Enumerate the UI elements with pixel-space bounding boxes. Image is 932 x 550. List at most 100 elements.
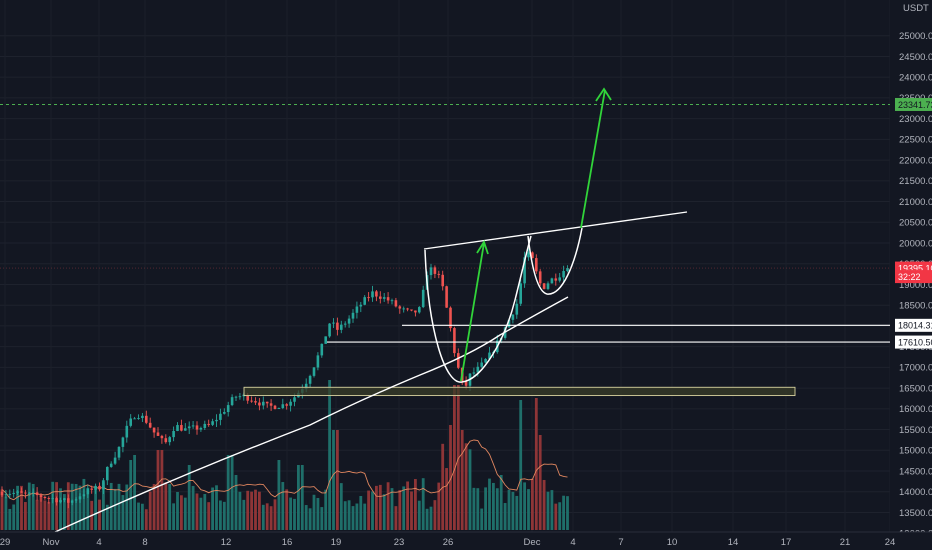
volume-bar [191,485,195,530]
volume-bar [156,450,160,530]
volume-bar [304,505,308,530]
candle-body [125,425,129,438]
volume-bar [59,488,62,530]
volume-bar [39,495,43,530]
candle-body [351,312,355,319]
time-tick-label: 12 [221,537,232,548]
volume-bar [468,449,472,530]
volume-bar [211,487,214,530]
volume-bar [180,495,183,530]
currency-label: USDT [903,3,929,14]
volume-bar [417,500,421,530]
time-tick-label: 10 [667,537,678,548]
candle-body [20,491,23,493]
price-tick-label: 21500.00 [899,176,932,187]
candle-body [94,485,97,490]
volume-bar [55,482,58,530]
volume-bar [328,380,331,530]
candle-body [265,401,269,404]
volume-bar [24,502,27,530]
candle-body [12,492,15,494]
candle-body [531,252,534,259]
moving-average-curve [54,296,569,533]
candle-body [324,336,327,344]
volume-bar [449,425,452,530]
price-tick-label: 25000.00 [899,31,932,42]
candle-body [511,314,515,320]
time-tick-label: 29 [0,537,10,548]
candle-body [90,488,93,490]
candle-body [371,291,374,298]
volume-bar [433,500,437,530]
candle-body [86,488,90,495]
price-tag-background [895,335,932,349]
volume-bar [168,483,172,530]
price-tick-label: 16500.00 [899,383,932,394]
candle-body [519,283,522,304]
candle-body [437,273,441,275]
volume-bar [219,500,222,530]
candle-body [133,418,136,420]
candle-body [476,366,480,373]
candle-body [191,425,195,427]
candle-body [406,308,409,310]
candle-body [203,423,207,428]
volume-bar [371,491,374,530]
volume-bar [554,503,558,530]
time-tick-label: 24 [885,537,896,548]
candle-body [8,493,12,495]
candle-body [129,418,132,426]
time-tick-label: 4 [96,537,101,548]
candle-body [78,496,82,500]
candle-body [394,300,398,307]
candle-body [4,494,8,496]
price-tag-background [895,270,932,284]
candle-body [47,498,51,499]
volume-bar [43,500,47,530]
price-tick-label: 24000.00 [899,72,932,83]
volume-bar [332,430,335,530]
time-tick-label: 17 [781,537,792,548]
price-tick-label: 22500.00 [899,135,932,146]
volume-bar [113,488,117,530]
candle-body [480,362,483,367]
volume-bar [152,484,156,530]
candle-body [152,427,156,433]
measured-move-arrow [460,242,485,382]
handle-pattern-curve [527,227,583,295]
volume-bar [367,490,370,530]
candle-body [117,446,121,458]
volume-bar [0,489,4,530]
volume-bar [102,482,105,530]
price-tick-label: 20000.00 [899,238,932,249]
time-tick-label: 26 [443,537,454,548]
candle-body [546,283,550,289]
volume-bar [398,490,402,530]
volume-bar [507,489,511,530]
candle-body [328,323,331,337]
volume-bar [519,400,523,530]
time-axis: 29 Nov 4 8 12 16 19 23 26 Dec 4 7 10 14 17 21 24 [0,537,895,548]
candle-body [550,278,554,284]
candle-body [285,404,288,406]
volume-bar [394,506,398,530]
volume-bar [35,499,39,530]
candle-body [215,419,218,422]
time-axis-panel[interactable] [0,532,932,550]
candle-body [145,415,148,423]
volume-bar [425,508,429,530]
volume-bar [316,497,320,530]
volume-bar [546,491,550,530]
candle-body [28,492,31,494]
volume-bar [172,503,175,530]
candle-body [258,402,261,406]
candle-body [164,438,168,443]
volume-bar [246,490,250,530]
volume-bar [402,486,406,530]
volume-bar [293,498,296,530]
time-tick-label: 8 [142,537,147,548]
time-tick-label: 23 [394,537,405,548]
candle-body [464,380,468,386]
